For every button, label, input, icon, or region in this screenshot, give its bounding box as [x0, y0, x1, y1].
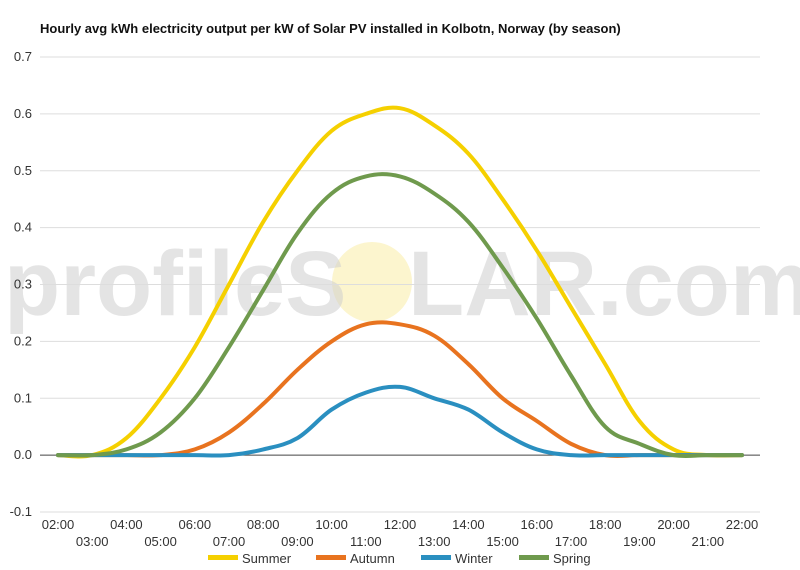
x-tick-label: 21:00 [692, 534, 725, 549]
x-tick-label: 09:00 [281, 534, 314, 549]
x-tick-label: 02:00 [42, 517, 75, 532]
grid [40, 56, 760, 513]
x-axis: 02:0003:0004:0005:0006:0007:0008:0009:00… [42, 517, 759, 549]
legend-label-summer: Summer [242, 551, 292, 566]
x-tick-label: 15:00 [486, 534, 519, 549]
y-tick-label: -0.1 [10, 504, 32, 519]
y-tick-label: 0.6 [14, 106, 32, 121]
legend-label-autumn: Autumn [350, 551, 395, 566]
x-tick-label: 07:00 [213, 534, 246, 549]
series-line-autumn [56, 320, 744, 459]
y-tick-label: 0.3 [14, 277, 32, 292]
series-lines [56, 105, 744, 459]
x-tick-label: 10:00 [315, 517, 348, 532]
y-tick-label: 0.1 [14, 390, 32, 405]
y-axis: 0.7 0.6 0.5 0.4 0.3 0.2 0.1 0.0 -0.1 [10, 49, 32, 519]
y-tick-label: 0.0 [14, 447, 32, 462]
y-tick-label: 0.7 [14, 49, 32, 64]
x-tick-label: 11:00 [350, 534, 382, 549]
x-tick-label: 14:00 [452, 517, 485, 532]
x-tick-label: 17:00 [555, 534, 588, 549]
watermark-sun [332, 242, 412, 322]
series-line-spring [56, 172, 744, 459]
x-tick-label: 05:00 [144, 534, 177, 549]
x-tick-label: 19:00 [623, 534, 656, 549]
legend-label-winter: Winter [455, 551, 493, 566]
x-tick-label: 16:00 [521, 517, 554, 532]
x-tick-label: 20:00 [657, 517, 690, 532]
legend-swatch-winter [421, 555, 451, 560]
x-tick-label: 04:00 [110, 517, 143, 532]
legend-label-spring: Spring [553, 551, 591, 566]
chart-title: Hourly avg kWh electricity output per kW… [40, 21, 621, 36]
legend: Summer Autumn Winter Spring [208, 551, 591, 566]
y-tick-label: 0.5 [14, 163, 32, 178]
x-tick-label: 13:00 [418, 534, 451, 549]
x-tick-label: 18:00 [589, 517, 622, 532]
x-tick-label: 06:00 [179, 517, 212, 532]
y-tick-label: 0.4 [14, 220, 32, 235]
legend-swatch-spring [519, 555, 549, 560]
series-line-summer [56, 105, 744, 459]
x-tick-label: 12:00 [384, 517, 417, 532]
x-tick-label: 03:00 [76, 534, 109, 549]
x-tick-label: 08:00 [247, 517, 280, 532]
y-tick-label: 0.2 [14, 333, 32, 348]
legend-swatch-autumn [316, 555, 346, 560]
x-tick-label: 22:00 [726, 517, 759, 532]
legend-swatch-summer [208, 555, 238, 560]
series-line-winter [56, 384, 744, 458]
